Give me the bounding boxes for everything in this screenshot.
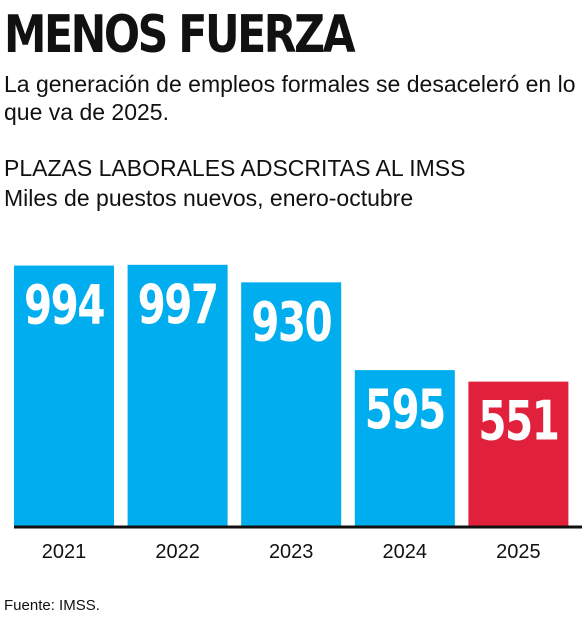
bar-value-label-2023: 930	[251, 290, 331, 353]
page-title: MENOS FUERZA	[4, 5, 356, 65]
x-tick-label-2022: 2022	[155, 541, 200, 563]
bar-value-label-2021: 994	[24, 274, 104, 337]
bar-2024	[354, 370, 455, 526]
bar-value-label-2022: 997	[138, 273, 218, 336]
bar-value-label-2024: 595	[365, 378, 445, 441]
bar-2023	[241, 282, 342, 526]
bar-2021	[14, 265, 114, 526]
bar-2022	[127, 264, 228, 526]
chart-title: PLAZAS LABORALES ADSCRITAS AL IMSS	[4, 155, 466, 181]
x-tick-label-2025: 2025	[496, 541, 541, 563]
source-note: Fuente: IMSS.	[4, 597, 100, 614]
page-subtitle: La generación de empleos formales se des…	[4, 71, 576, 125]
x-tick-label-2024: 2024	[383, 541, 428, 563]
x-tick-label-2021: 2021	[42, 541, 87, 563]
chart-subtitle: Miles de puestos nuevos, enero-octubre	[4, 185, 414, 211]
x-tick-label-2023: 2023	[269, 541, 314, 563]
bar-chart: 994 2021 997 2022 930 2023 595 2024 551 2025	[14, 264, 582, 563]
bar-value-label-2025: 551	[478, 390, 558, 453]
bar-2025	[468, 381, 569, 526]
